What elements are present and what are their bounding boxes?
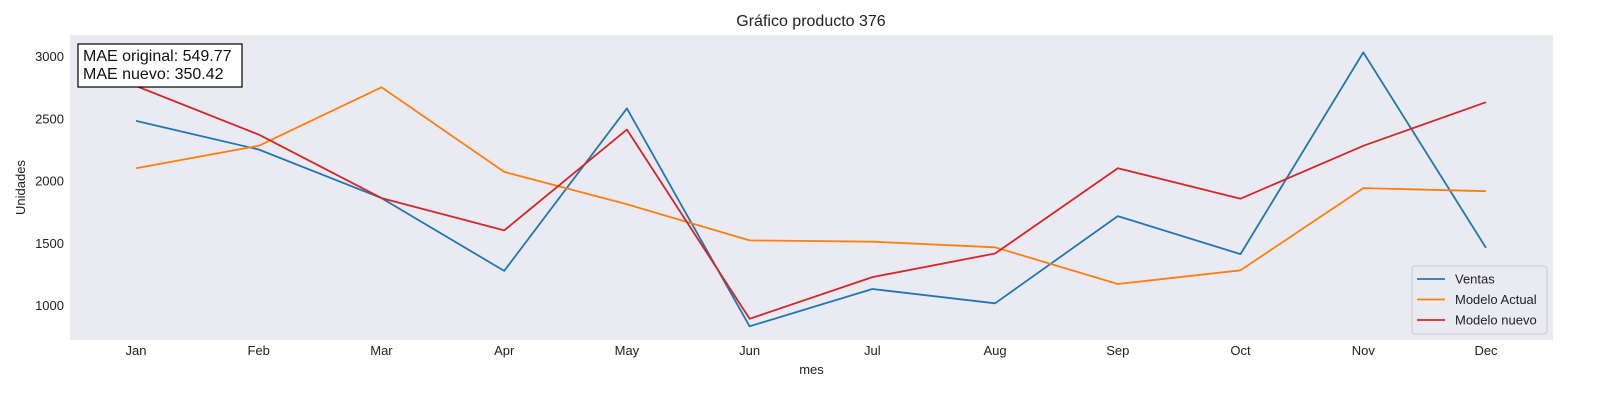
legend-label[interactable]: Ventas — [1455, 272, 1495, 287]
y-axis: 1000 1500 2000 2500 3000 — [35, 49, 64, 313]
x-tick-label: Feb — [248, 343, 270, 358]
x-tick-label: Oct — [1230, 343, 1251, 358]
x-tick-label: Mar — [370, 343, 393, 358]
y-axis-label: Unidades — [13, 160, 28, 215]
annotation-line: MAE original: 549.77 — [83, 48, 232, 65]
legend-label[interactable]: Modelo nuevo — [1455, 313, 1537, 328]
x-tick-label: Dec — [1474, 343, 1498, 358]
legend-box — [1411, 265, 1548, 335]
series-line-2 — [135, 85, 1487, 320]
x-tick-label: Nov — [1352, 343, 1376, 358]
chart-title: Gráfico producto 376 — [736, 13, 886, 30]
x-tick-label: May — [615, 343, 640, 358]
y-tick-label: 2500 — [35, 111, 64, 126]
x-tick-label: Jan — [126, 343, 147, 358]
x-axis: Jan Feb Mar Apr May Jun Jul Aug Sep Oct Nov Dec — [126, 343, 1499, 358]
series-line-0 — [135, 51, 1487, 328]
x-tick-label: Apr — [494, 343, 515, 358]
y-tick-label: 1000 — [35, 298, 64, 313]
x-tick-label: Jul — [864, 343, 881, 358]
series-lines — [135, 51, 1487, 328]
x-tick-label: Sep — [1106, 343, 1129, 358]
x-axis-label: mes — [799, 362, 824, 377]
y-tick-label: 1500 — [35, 236, 64, 251]
legend-label[interactable]: Modelo Actual — [1455, 292, 1537, 307]
y-tick-label: 3000 — [35, 49, 64, 64]
legend[interactable]: Ventas Modelo Actual Modelo nuevo — [1411, 265, 1548, 335]
plot-area — [70, 35, 1553, 340]
x-tick-label: Aug — [984, 343, 1007, 358]
y-tick-label: 2000 — [35, 174, 64, 189]
series-line-1 — [135, 86, 1487, 285]
x-tick-label: Jun — [739, 343, 760, 358]
annotation-box — [77, 43, 243, 88]
annotation-line: MAE nuevo: 350.42 — [83, 66, 224, 83]
